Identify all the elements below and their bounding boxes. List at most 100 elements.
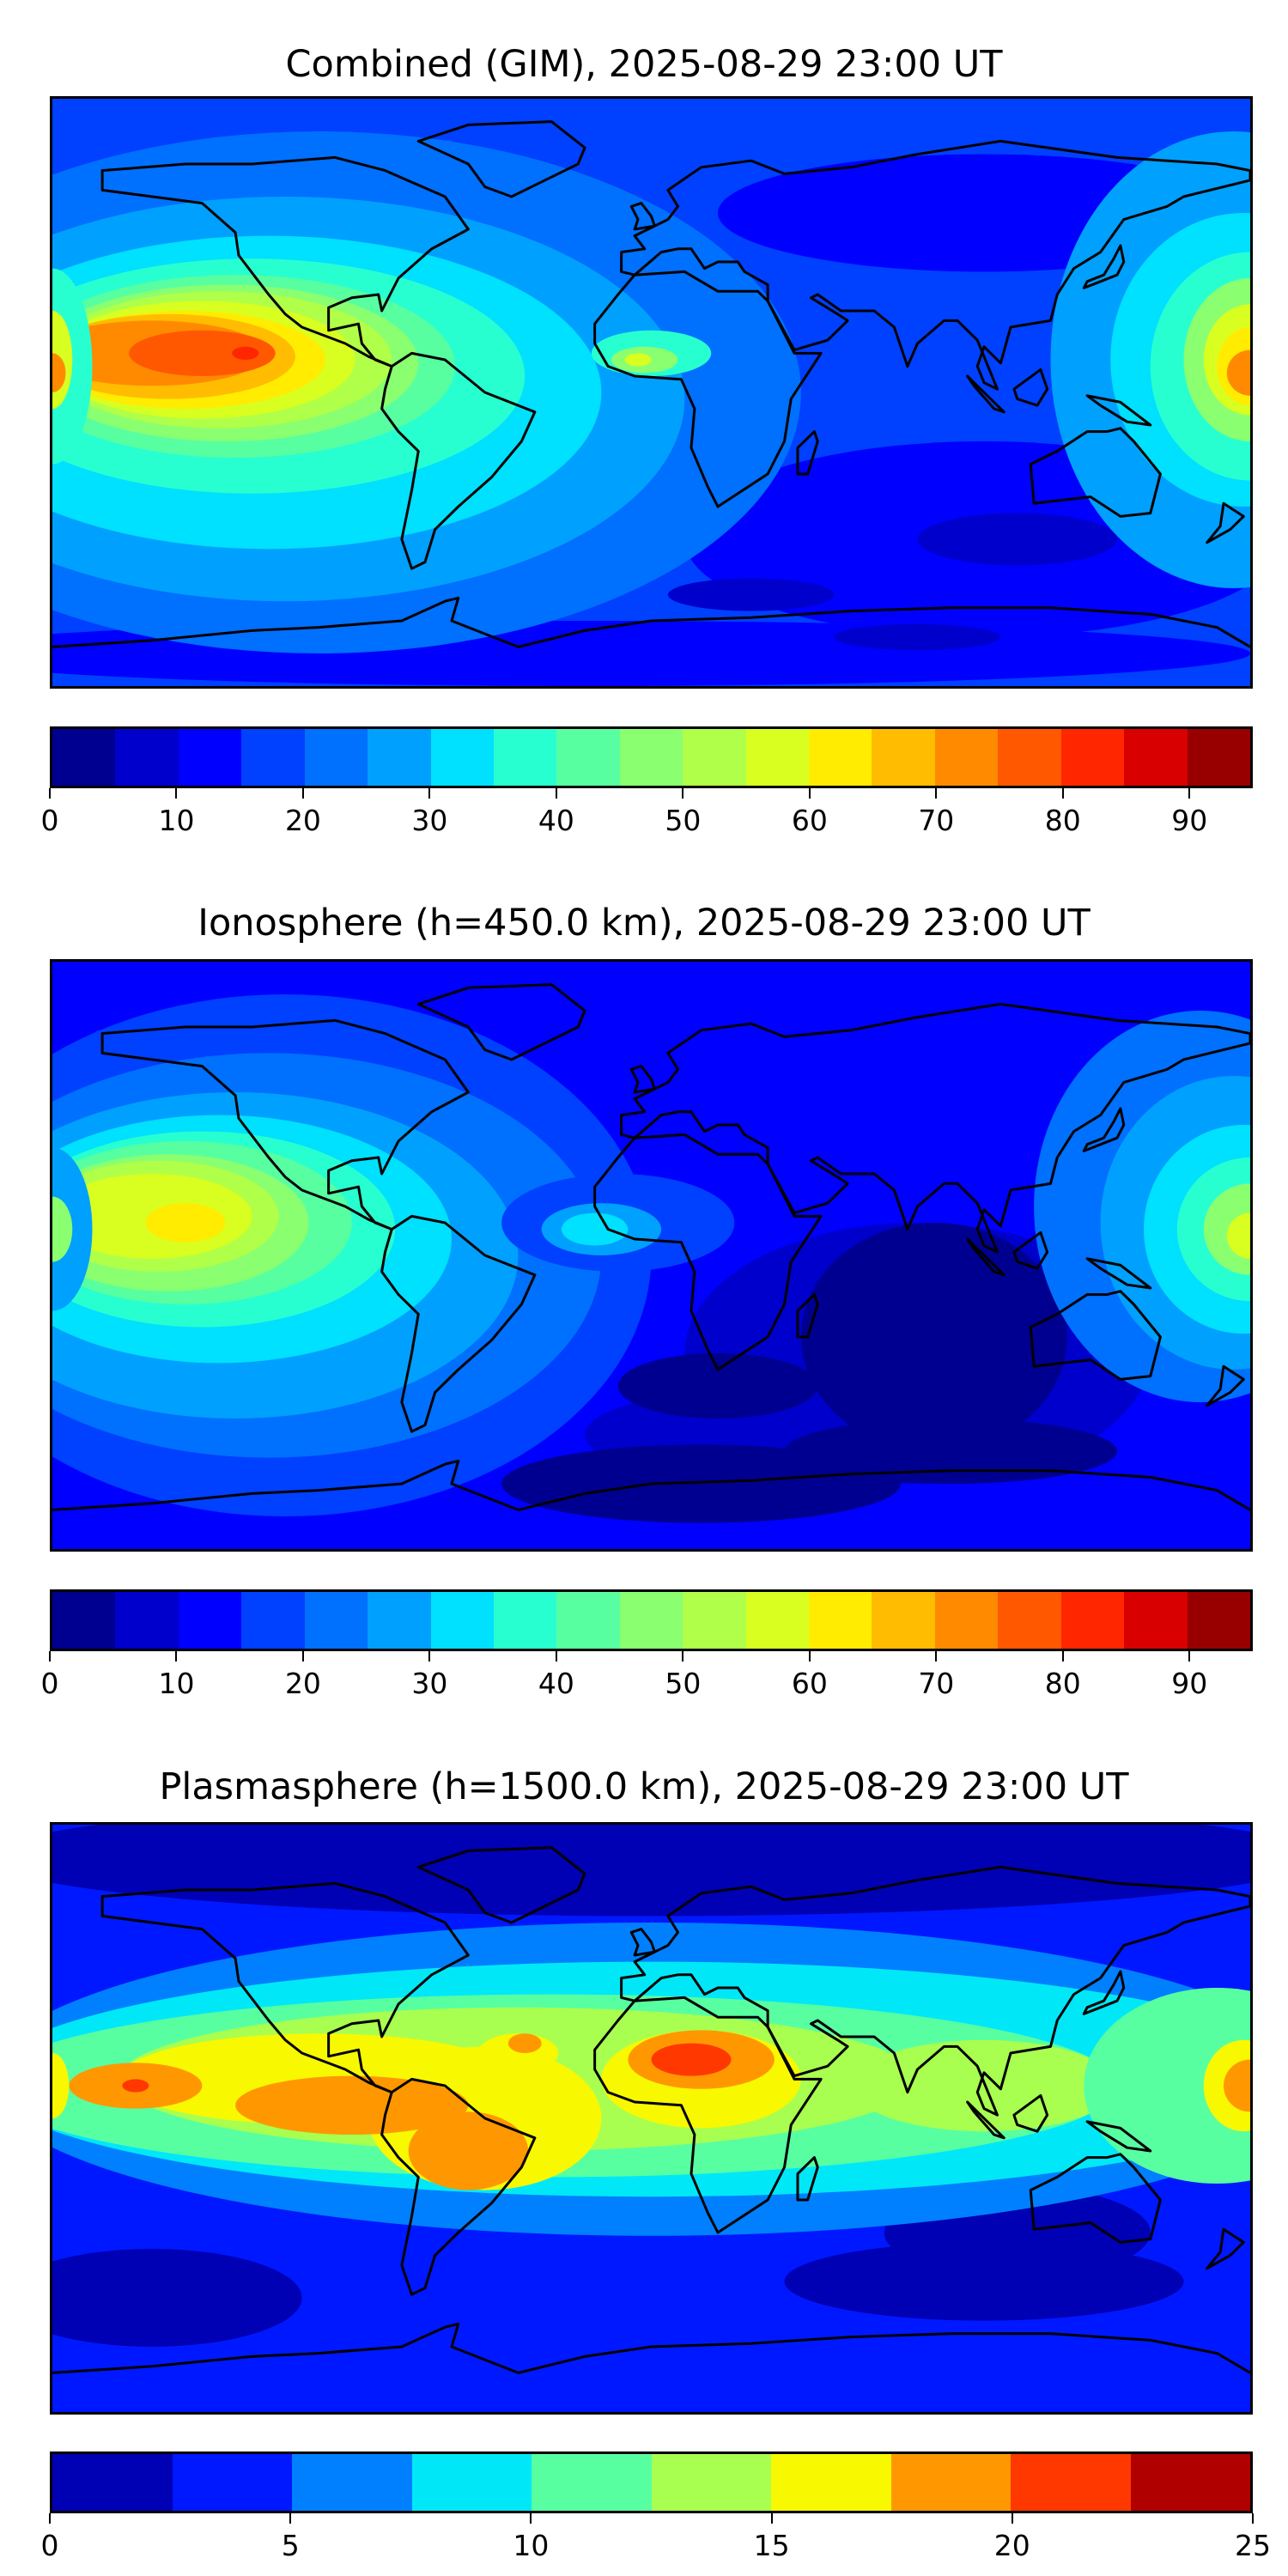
contour-region [52,2249,302,2347]
tick-mark [682,1651,684,1662]
tick-mark [770,2513,773,2524]
tick-label: 0 [40,804,59,837]
tick-mark [175,1651,178,1662]
tick-label: 20 [993,2529,1030,2562]
tick-label: 40 [538,804,574,837]
contour-region [52,1196,73,1262]
coastline-gl [418,1848,585,1923]
colorbar-bin [52,2454,173,2511]
contour-region [145,1203,226,1242]
tick-label: 15 [753,2529,790,2562]
colorbar-bin [683,729,746,786]
tick-label: 30 [411,1667,448,1700]
contour-region [1226,349,1250,396]
coastline-an [52,1461,1250,1510]
colorbar-bin [619,1592,683,1649]
contour-region [1226,1212,1250,1259]
colorbar-bin [1060,1592,1125,1649]
tick-label: 50 [665,804,702,837]
tick-label: 40 [538,1667,574,1700]
tick-label: 0 [40,2529,59,2562]
contour-region [129,330,276,376]
tick-mark [428,788,431,799]
tick-label: 30 [411,804,448,837]
tick-label: 70 [918,804,955,837]
tick-mark [428,1651,431,1662]
colorbar-bin [745,729,810,786]
colorbar-bin [493,729,557,786]
colorbar-ticks: 0 10 20 30 40 50 60 70 80 90 [41,1651,1253,1711]
contour-region [235,2075,469,2135]
map-plot [50,959,1253,1552]
contour-region [624,353,652,367]
colorbar-bin [368,729,431,786]
coastline-md [798,1295,817,1337]
tick-mark [555,788,557,799]
tick-mark [175,788,178,799]
coastline-au [1030,2154,1160,2243]
tick-label: 60 [791,804,828,837]
colorbar-bin [52,1592,116,1649]
coastline-bo [1014,1232,1048,1268]
tick-mark [808,788,811,799]
colorbar-bin [115,1592,179,1649]
contour-region [408,2111,529,2190]
tick-mark [1011,2513,1013,2524]
colorbar-bin [178,729,242,786]
tick-label: 10 [513,2529,550,2562]
colorbar-bin [934,1592,999,1649]
tick-label: 5 [281,2529,300,2562]
coastline-af [595,1997,822,2233]
colorbar [50,2451,1253,2513]
coastline-au [1030,1291,1160,1380]
colorbar-bin [1124,1592,1188,1649]
colorbar-bin [430,1592,494,1649]
tick-label: 20 [284,804,321,837]
coastline-af [595,1134,822,1370]
coastline-au [1030,428,1160,517]
colorbar-bin [172,2454,292,2511]
coastline-uk [631,1066,654,1092]
tick-mark [289,2513,292,2524]
coastline-ng [1087,1259,1151,1288]
colorbar-bin [241,1592,305,1649]
coastline-na [102,1883,468,2092]
coastline-md [798,432,817,474]
coastline-na [102,1020,468,1229]
coastline-an [52,2324,1250,2372]
colorbar-bin [998,729,1061,786]
tick-label: 20 [284,1667,321,1700]
chart-title: Ionosphere (h=450.0 km), 2025-08-29 23:0… [197,902,1091,945]
colorbar-bin [1130,2454,1250,2511]
tick-mark [555,1651,557,1662]
tick-mark [49,2513,51,2524]
tick-label: 0 [40,1667,59,1700]
colorbar-bin [1060,729,1125,786]
contour-region [834,623,1001,651]
contour-region [651,2043,732,2076]
coastline-bo [1014,2095,1048,2131]
contour-region [784,1419,1117,1484]
colorbar-bin [809,1592,872,1649]
coastline-jp [1084,246,1124,288]
tick-mark [1188,1651,1191,1662]
coastline-nz [1207,2229,1244,2269]
tick-mark [682,788,684,799]
coastline-su [968,1239,1005,1275]
tick-label: 10 [158,1667,195,1700]
colorbar-bin [1187,1592,1251,1649]
contour-region [1084,1988,1250,2184]
tick-mark [935,1651,938,1662]
coastline-ng [1087,2122,1151,2151]
contour-region [52,353,66,392]
contour-region [617,1353,818,1419]
coastline-nz [1207,1366,1244,1406]
tick-label: 80 [1044,804,1081,837]
colorbar-bin [934,729,999,786]
tick-label: 90 [1171,1667,1208,1700]
colorbar-bin [1187,729,1251,786]
coastline-nz [1207,503,1244,543]
coastline-gl [418,122,585,197]
colorbar-bin [998,1592,1061,1649]
contour-region [800,1223,1067,1451]
